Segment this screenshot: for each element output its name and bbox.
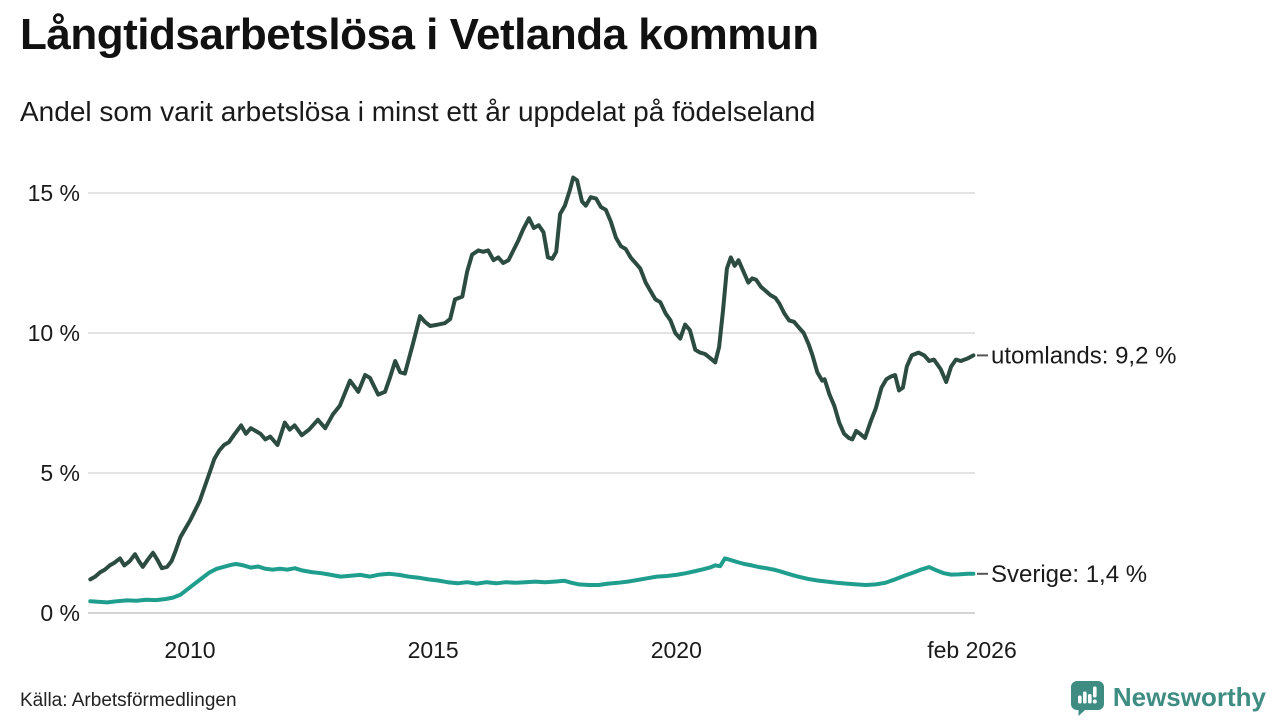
series-line-Sverige <box>88 556 976 605</box>
y-tick-label: 0 % <box>40 600 80 626</box>
x-tick-label: 2010 <box>164 637 215 663</box>
y-tick-label: 5 % <box>40 460 80 486</box>
x-tick-label: 2015 <box>408 637 459 663</box>
page-subtitle: Andel som varit arbetslösa i minst ett å… <box>20 96 816 127</box>
brand-name: Newsworthy <box>1112 682 1266 712</box>
x-tick-label: 2020 <box>651 637 702 663</box>
y-tick-label: 10 % <box>28 320 80 346</box>
series-end-label-utomlands: utomlands: 9,2 % <box>991 342 1176 369</box>
bar-chart-speech-bubble-icon <box>1070 681 1104 716</box>
x-tick-label: feb 2026 <box>927 637 1017 663</box>
brand-logo: Newsworthy <box>1069 679 1266 716</box>
y-tick-label: 15 % <box>28 180 80 206</box>
page-title: Långtidsarbetslösa i Vetlanda kommun <box>20 10 819 59</box>
series-end-label-Sverige: Sverige: 1,4 % <box>991 561 1147 588</box>
source-note: Källa: Arbetsförmedlingen <box>20 690 237 711</box>
series-line-utomlands <box>88 175 976 582</box>
